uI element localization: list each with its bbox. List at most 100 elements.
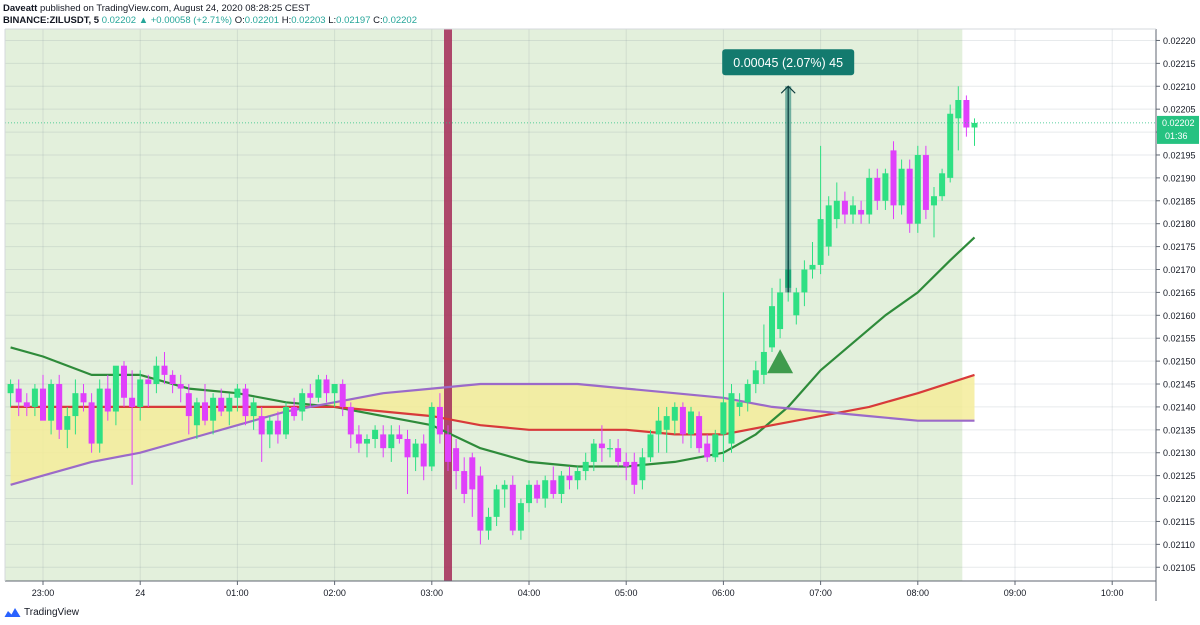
candle	[121, 361, 127, 407]
candle	[882, 168, 889, 210]
y-tick-label: 0.02120	[1163, 494, 1196, 504]
candle-body	[542, 480, 549, 499]
candle	[80, 384, 87, 412]
candles	[7, 86, 978, 545]
candle-body	[752, 370, 759, 385]
candle-body	[728, 393, 735, 444]
candle-body	[48, 384, 55, 421]
session-area	[5, 29, 963, 581]
candle	[15, 379, 22, 417]
candle-body	[663, 416, 670, 430]
candle	[428, 402, 435, 472]
symbol-label[interactable]: BINANCE:ZILUSDT, 5	[3, 15, 100, 26]
candle	[558, 471, 565, 504]
candle	[744, 379, 751, 412]
candle-body	[493, 489, 500, 517]
candle-body	[104, 388, 111, 412]
candle	[202, 384, 208, 426]
candle-body	[250, 402, 257, 417]
candle	[250, 397, 257, 430]
candle	[56, 374, 63, 439]
candle-body	[890, 150, 897, 206]
candle	[485, 507, 492, 540]
candle	[639, 448, 646, 490]
candle-body	[161, 365, 168, 375]
candle	[801, 260, 808, 307]
candle	[31, 384, 38, 417]
candle	[291, 397, 298, 421]
candle	[412, 438, 419, 472]
candle-body	[639, 457, 646, 481]
ohlc-legend: BINANCE:ZILUSDT, 5 0.02202 ▲ +0.00058 (+…	[3, 15, 417, 26]
candle	[736, 393, 743, 417]
low-label: L:	[328, 15, 337, 26]
candle	[161, 351, 168, 385]
candle	[955, 86, 962, 151]
candle	[793, 287, 800, 325]
candle-body	[631, 461, 638, 485]
candle-body	[574, 471, 581, 481]
candle-body	[931, 196, 937, 206]
candle	[922, 145, 929, 220]
candle-body	[258, 416, 265, 435]
x-tick-label: 10:00	[1101, 588, 1124, 598]
candle-body	[906, 168, 913, 224]
candle-body	[153, 365, 160, 385]
candle-body	[858, 209, 865, 215]
candle-body	[299, 393, 306, 412]
y-tick-label: 0.02160	[1163, 311, 1196, 321]
candle-body	[226, 397, 233, 412]
high-value: 0.02203	[291, 15, 326, 26]
candle-body	[720, 402, 727, 435]
candle-body	[922, 154, 929, 210]
candle	[23, 393, 30, 417]
candle	[963, 95, 970, 137]
candle	[850, 196, 856, 224]
x-tick-label: 09:00	[1004, 588, 1027, 598]
axes: 0.022200.022150.022100.022050.022000.021…	[4, 28, 1196, 601]
candle-body	[436, 406, 443, 435]
y-tick-label: 0.02145	[1163, 380, 1196, 390]
candle-body	[169, 374, 176, 385]
candle	[841, 191, 848, 224]
candle	[947, 104, 954, 183]
candle-body	[7, 384, 14, 394]
author-name[interactable]: Daveatt	[3, 3, 38, 14]
candle-body	[64, 416, 71, 430]
candle-body	[647, 434, 654, 458]
y-tick-label: 0.02220	[1163, 36, 1196, 46]
y-tick-label: 0.02190	[1163, 173, 1196, 183]
publish-info: Daveatt published on TradingView.com, Au…	[3, 3, 310, 14]
candle-body	[817, 219, 824, 265]
candle	[72, 379, 79, 435]
candle	[283, 402, 289, 439]
candle	[299, 388, 306, 421]
candle-body	[558, 475, 565, 494]
candle	[64, 406, 71, 449]
candle	[396, 425, 403, 444]
annotations: 0.00045 (2.07%) 45	[722, 49, 855, 374]
candle-body	[339, 384, 346, 407]
tradingview-footer[interactable]: TradingView	[4, 607, 79, 618]
x-tick-label: 08:00	[907, 588, 930, 598]
candle-body	[809, 264, 816, 270]
candle-body	[121, 365, 127, 398]
candle-body	[777, 292, 784, 330]
candle	[355, 425, 362, 453]
y-tick-label: 0.02150	[1163, 357, 1196, 367]
candle-body	[598, 443, 605, 449]
y-tick-label: 0.02215	[1163, 59, 1196, 69]
candle	[469, 452, 476, 517]
candle-body	[963, 100, 970, 128]
candle-body	[866, 177, 873, 215]
x-tick-label: 03:00	[421, 588, 444, 598]
candle-body	[331, 384, 338, 394]
candle-body	[145, 379, 152, 385]
candle	[550, 466, 557, 499]
candle-body	[971, 122, 978, 128]
candle	[145, 374, 152, 407]
candle-body	[679, 406, 686, 435]
y-tick-label: 0.02105	[1163, 563, 1196, 573]
candle	[315, 374, 322, 403]
